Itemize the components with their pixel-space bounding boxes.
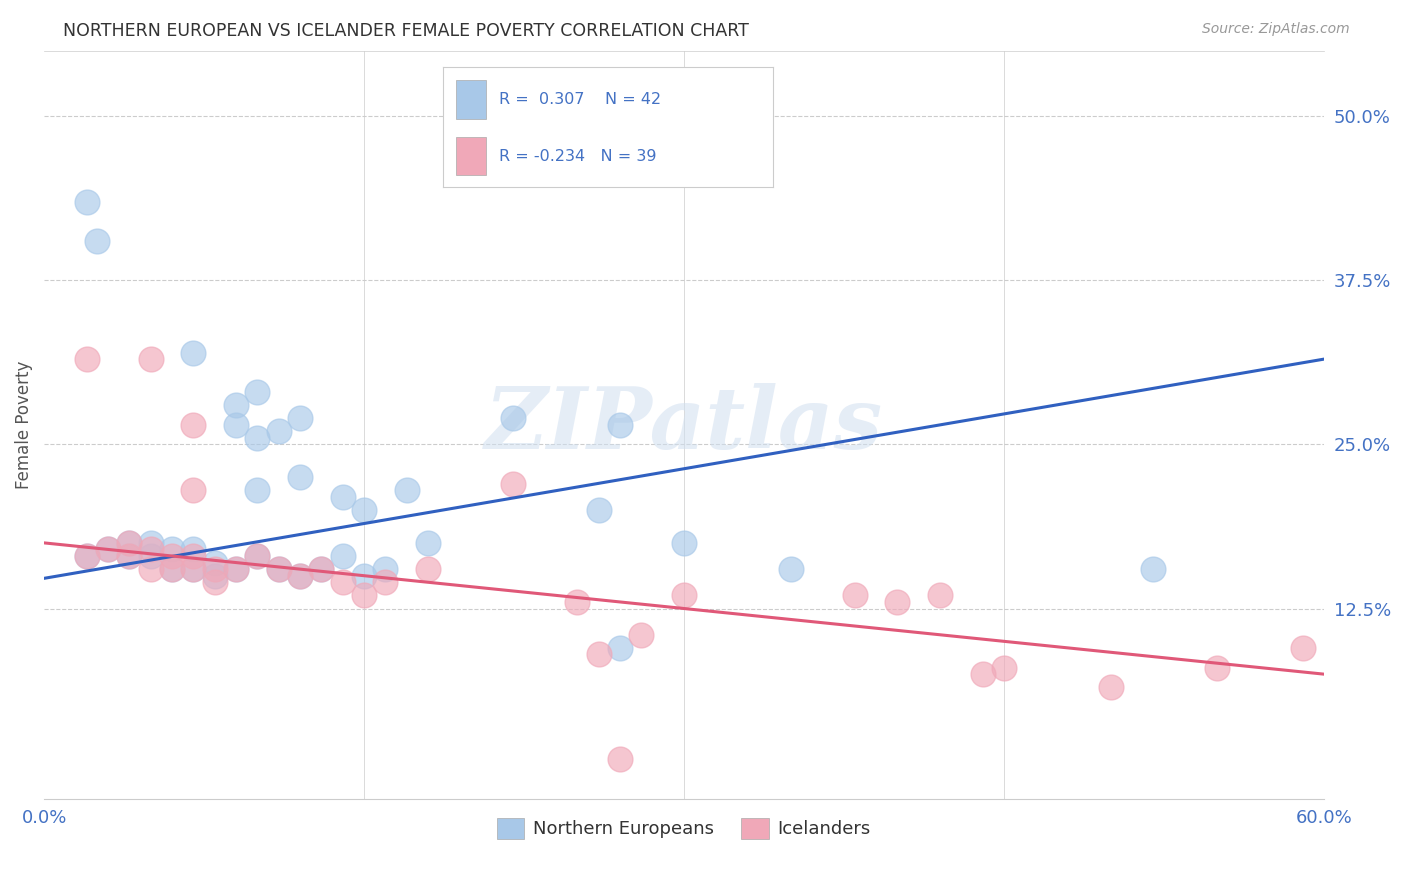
Point <box>311 562 333 576</box>
Point <box>844 588 866 602</box>
FancyBboxPatch shape <box>456 80 486 119</box>
FancyBboxPatch shape <box>456 136 486 175</box>
Point <box>374 575 396 590</box>
Point <box>288 568 311 582</box>
Point <box>332 575 354 590</box>
Point <box>672 588 695 602</box>
Point <box>630 628 652 642</box>
Point <box>183 483 205 498</box>
Point <box>353 588 375 602</box>
Point <box>1206 660 1229 674</box>
Point <box>246 549 269 563</box>
Point <box>160 562 183 576</box>
Point <box>416 562 439 576</box>
Point <box>374 562 396 576</box>
Point <box>204 556 226 570</box>
Point <box>139 542 162 557</box>
Point <box>779 562 801 576</box>
Point <box>246 384 269 399</box>
Point <box>1099 680 1122 694</box>
Point <box>502 476 524 491</box>
Point <box>972 667 994 681</box>
Point <box>246 483 269 498</box>
Point <box>929 588 952 602</box>
Point <box>416 536 439 550</box>
Point <box>183 562 205 576</box>
Point <box>139 352 162 367</box>
Point <box>353 568 375 582</box>
Point <box>160 549 183 563</box>
Point <box>118 549 141 563</box>
Y-axis label: Female Poverty: Female Poverty <box>15 360 32 489</box>
Point <box>76 194 98 209</box>
Point <box>288 411 311 425</box>
Text: R = -0.234   N = 39: R = -0.234 N = 39 <box>499 148 657 163</box>
Point <box>1291 640 1313 655</box>
Point <box>609 417 631 432</box>
Point <box>288 470 311 484</box>
Point <box>160 562 183 576</box>
Text: ZIPatlas: ZIPatlas <box>485 383 883 467</box>
Point <box>395 483 418 498</box>
Point <box>588 503 610 517</box>
Point <box>267 562 290 576</box>
Point <box>993 660 1015 674</box>
Point <box>183 562 205 576</box>
Point <box>225 417 247 432</box>
Point <box>288 568 311 582</box>
Point <box>204 575 226 590</box>
Point <box>118 549 141 563</box>
Point <box>246 549 269 563</box>
Point <box>183 417 205 432</box>
Point <box>567 595 589 609</box>
Point <box>886 595 908 609</box>
Point <box>97 542 120 557</box>
Point <box>225 398 247 412</box>
Text: Source: ZipAtlas.com: Source: ZipAtlas.com <box>1202 22 1350 37</box>
Point <box>118 536 141 550</box>
Point <box>139 549 162 563</box>
Point <box>267 562 290 576</box>
Point <box>225 562 247 576</box>
Point <box>267 425 290 439</box>
Point <box>332 549 354 563</box>
Point <box>502 411 524 425</box>
Point <box>160 542 183 557</box>
Point <box>183 345 205 359</box>
Point <box>76 352 98 367</box>
Point <box>118 536 141 550</box>
Point <box>139 536 162 550</box>
Point <box>588 648 610 662</box>
Point <box>353 503 375 517</box>
Text: R =  0.307    N = 42: R = 0.307 N = 42 <box>499 92 661 107</box>
Point <box>246 431 269 445</box>
Point <box>609 640 631 655</box>
Point <box>609 752 631 766</box>
Point <box>97 542 120 557</box>
Point <box>139 562 162 576</box>
Point <box>672 536 695 550</box>
Point <box>225 562 247 576</box>
Point <box>183 542 205 557</box>
Point <box>183 549 205 563</box>
Text: NORTHERN EUROPEAN VS ICELANDER FEMALE POVERTY CORRELATION CHART: NORTHERN EUROPEAN VS ICELANDER FEMALE PO… <box>63 22 749 40</box>
Legend: Northern Europeans, Icelanders: Northern Europeans, Icelanders <box>491 811 877 846</box>
Point <box>311 562 333 576</box>
Point <box>76 549 98 563</box>
Point <box>1142 562 1164 576</box>
Point <box>86 234 108 248</box>
Point <box>204 562 226 576</box>
Point <box>76 549 98 563</box>
Point <box>204 568 226 582</box>
Point <box>332 490 354 504</box>
